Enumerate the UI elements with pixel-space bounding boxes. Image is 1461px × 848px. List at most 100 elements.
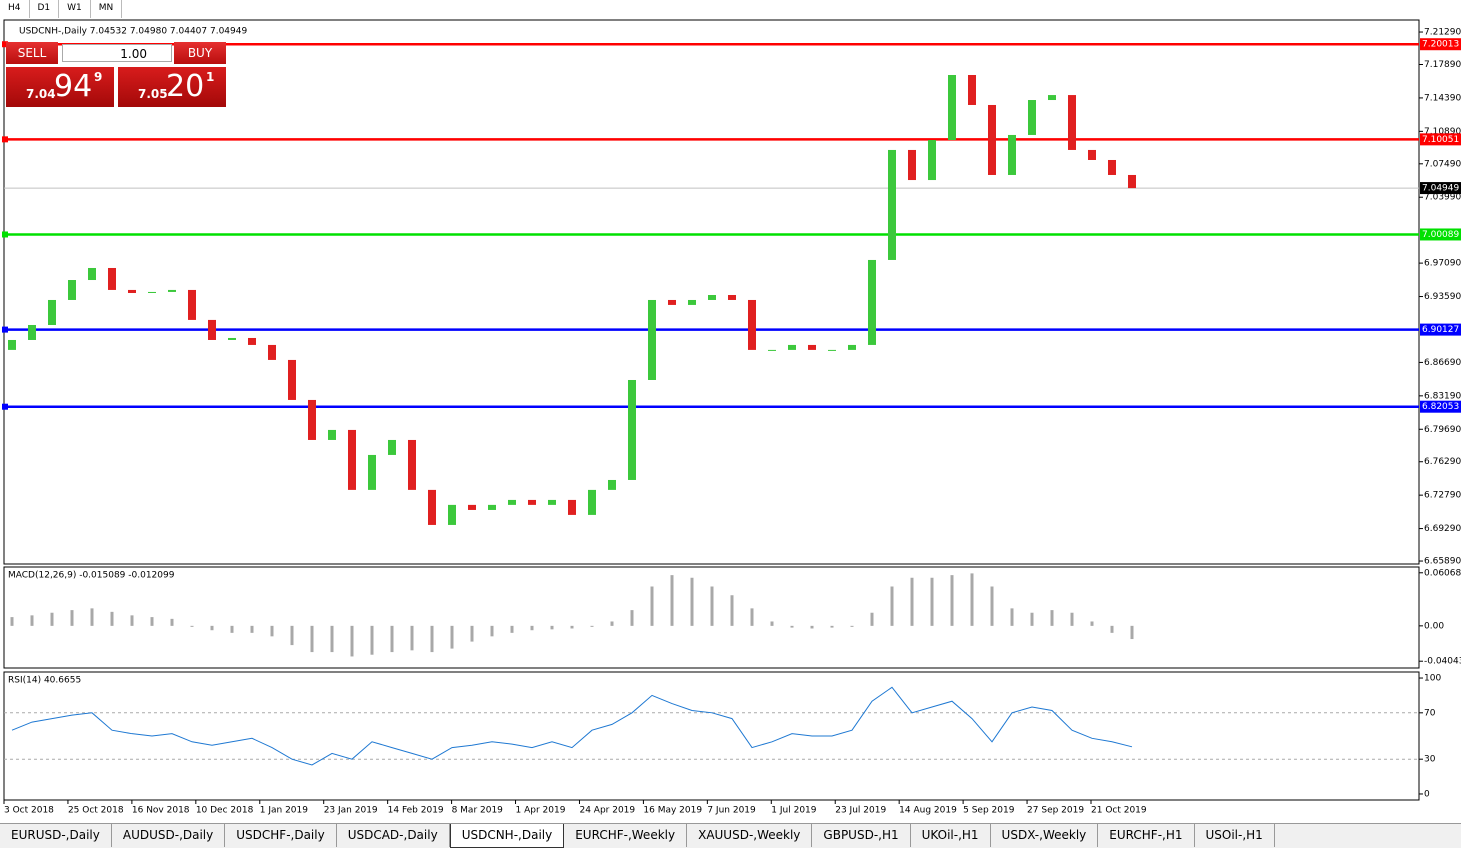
buy-price-small: 1 (206, 70, 215, 84)
candle (568, 499, 576, 515)
x-tick-label: 10 Dec 2018 (196, 806, 254, 816)
x-tick-label: 14 Aug 2019 (899, 806, 957, 816)
y-tick-label: 70 (1424, 708, 1436, 718)
candle (508, 499, 516, 505)
y-tick-label: 6.86690 (1424, 358, 1461, 368)
candle (348, 429, 356, 490)
lot-input[interactable]: 1.00 (62, 44, 172, 62)
macd-bar (190, 625, 194, 627)
x-tick-label: 21 Oct 2019 (1091, 806, 1147, 816)
sell-button[interactable]: SELL (6, 42, 58, 64)
y-tick-label: 6.72790 (1424, 491, 1461, 501)
macd-bar (870, 612, 874, 626)
candle (548, 499, 556, 505)
y-tick-label: 100 (1424, 674, 1441, 684)
rsi-line (11, 686, 1133, 766)
chart-tab[interactable]: UKOil-,H1 (911, 824, 991, 847)
last-price-bg (1420, 182, 1461, 195)
tab-bar: EURUSD-,Daily AUDUSD-,Daily USDCHF-,Daily U… (0, 823, 1461, 848)
candle (868, 259, 876, 345)
y-tick-label: 7.03990 (1424, 193, 1461, 203)
candle (668, 299, 676, 305)
timeframe-button[interactable]: D1 (30, 0, 60, 18)
macd-bar (850, 625, 854, 627)
candle (248, 337, 256, 345)
candle (608, 479, 616, 490)
macd-bar (750, 608, 754, 626)
timeframe-button[interactable]: MN (91, 0, 123, 18)
candle (1048, 95, 1056, 101)
macd-bar (770, 621, 774, 626)
candle (388, 439, 396, 455)
chart-tab[interactable]: EURUSD-,Daily (0, 824, 112, 847)
x-tick-label: 7 Jun 2019 (707, 806, 756, 816)
sell-price-big: 7.04 (26, 87, 56, 101)
rsi-title: RSI(14) 40.6655 (8, 676, 81, 686)
macd-bar (490, 625, 494, 637)
candle (808, 344, 816, 350)
y-tick-label: 6.83190 (1424, 391, 1461, 401)
candle (108, 267, 116, 290)
candle (188, 289, 196, 320)
chart-tab[interactable]: USDCHF-,Daily (225, 824, 337, 847)
macd-bar (330, 625, 334, 653)
y-tick-label: 7.14390 (1424, 93, 1461, 103)
candle (488, 504, 496, 510)
chart-tab[interactable]: USDCAD-,Daily (337, 824, 450, 847)
chart-tab[interactable]: EURCHF-,Weekly (564, 824, 688, 847)
candle (288, 359, 296, 400)
chart-tab[interactable]: EURCHF-,H1 (1098, 824, 1195, 847)
chart-tab[interactable]: USOil-,H1 (1195, 824, 1275, 847)
candle (1088, 149, 1096, 160)
buy-price-big: 7.05 (138, 87, 168, 101)
candle (928, 140, 936, 181)
candle (1008, 134, 1016, 175)
chart-tab[interactable]: GBPUSD-,H1 (812, 824, 911, 847)
chart-tab[interactable]: AUDUSD-,Daily (112, 824, 226, 847)
buy-button[interactable]: BUY (174, 42, 226, 64)
chart-tab[interactable]: XAUUSD-,Weekly (687, 824, 813, 847)
y-tick-label: -0.040432 (1424, 657, 1461, 667)
candle (68, 280, 76, 300)
y-tick-label: 0.060687 (1424, 568, 1461, 578)
candle (368, 454, 376, 490)
macd-bar (550, 625, 554, 630)
candle (1068, 95, 1076, 150)
level-label-bg (1420, 133, 1461, 146)
chart-tab[interactable]: USDX-,Weekly (991, 824, 1099, 847)
x-tick-label: 1 Jan 2019 (260, 806, 308, 816)
macd-bar (430, 625, 434, 653)
x-tick-label: 5 Sep 2019 (963, 806, 1015, 816)
timeframe-button[interactable]: H4 (0, 0, 30, 18)
sell-price[interactable]: 7.04 94 9 (6, 67, 114, 107)
macd-bar (710, 586, 714, 626)
macd-bar (570, 625, 574, 629)
y-tick-label: 6.79690 (1424, 425, 1461, 435)
candle (468, 504, 476, 510)
candle (768, 349, 776, 351)
macd-bar (950, 575, 954, 626)
macd-bar (690, 577, 694, 626)
macd-bar (990, 586, 994, 626)
x-tick-label: 1 Apr 2019 (516, 806, 566, 816)
macd-bar (170, 618, 174, 626)
macd-bar (930, 577, 934, 626)
macd-bar (70, 610, 74, 626)
y-tick-label: 6.76290 (1424, 457, 1461, 467)
buy-price-main: 20 (166, 69, 205, 104)
macd-bar (230, 625, 234, 633)
timeframe-button[interactable]: W1 (59, 0, 91, 18)
last-price-label: 7.04949 (1422, 184, 1459, 194)
x-tick-label: 25 Oct 2018 (68, 806, 124, 816)
y-tick-label: 6.97090 (1424, 259, 1461, 269)
x-tick-label: 14 Feb 2019 (388, 806, 444, 816)
macd-bar (50, 612, 54, 626)
macd-bar (830, 625, 834, 628)
level-handle (2, 41, 8, 48)
candle (748, 299, 756, 350)
chart-tab[interactable]: USDCNH-,Daily (449, 824, 565, 848)
buy-price[interactable]: 7.05 20 1 (118, 67, 226, 107)
y-tick-label: 0.00 (1424, 621, 1444, 631)
level-handle (2, 326, 8, 333)
y-tick-label: 0 (1424, 789, 1430, 799)
